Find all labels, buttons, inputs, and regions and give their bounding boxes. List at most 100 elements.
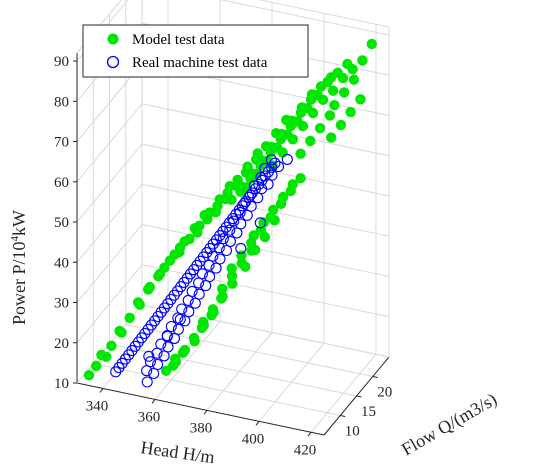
- real-machine-point: [235, 218, 247, 230]
- model-test-point: [160, 365, 172, 376]
- model-test-point: [206, 310, 217, 321]
- real-machine-point: [183, 306, 195, 318]
- x-tick-label: 20: [377, 385, 392, 401]
- q-gridline: [93, 363, 341, 416]
- model-test-point: [329, 100, 340, 111]
- real-machine-point: [259, 162, 271, 174]
- real-machine-point: [203, 259, 215, 271]
- model-test-point: [174, 242, 186, 253]
- model-test-point: [168, 360, 179, 371]
- real-machine-point: [272, 161, 285, 173]
- y-tick-label: 380: [190, 420, 213, 436]
- real-machine-point: [235, 242, 247, 254]
- model-test-point: [252, 148, 263, 159]
- model-test-point: [260, 141, 272, 152]
- y-tick-mark: [99, 388, 104, 393]
- real-machine-point: [204, 271, 216, 283]
- model-test-point: [153, 271, 164, 282]
- real-machine-series: [110, 153, 293, 388]
- model-test-point: [348, 74, 360, 85]
- model-test-point: [134, 299, 145, 310]
- model-test-point: [269, 215, 280, 226]
- real-machine-point: [161, 330, 173, 342]
- model-test-point: [189, 223, 200, 234]
- real-machine-point: [158, 350, 170, 362]
- model-test-point: [355, 94, 366, 105]
- p-gridline: [141, 143, 390, 197]
- real-machine-point: [224, 235, 236, 247]
- real-machine-point: [162, 341, 174, 353]
- model-test-point: [226, 263, 237, 274]
- model-test-point: [271, 128, 282, 139]
- model-test-point: [295, 173, 306, 184]
- real-machine-point: [210, 262, 222, 274]
- model-test-point: [232, 174, 243, 185]
- z-tick-label: 60: [54, 175, 69, 191]
- z-axis-label: Power P/104kW: [9, 210, 29, 325]
- model-test-series: [83, 38, 377, 381]
- z-tick-label: 10: [54, 376, 69, 392]
- model-test-point: [326, 72, 337, 83]
- model-test-point: [177, 347, 189, 358]
- real-machine-point: [143, 350, 155, 362]
- x-tick-label: 10: [345, 424, 360, 440]
- real-machine-point: [141, 365, 153, 377]
- y-tick-label: 340: [86, 398, 109, 414]
- real-machine-point: [174, 313, 186, 325]
- model-test-point: [305, 135, 316, 147]
- z-tick-label: 70: [54, 135, 69, 151]
- legend: Model test data Real machine test data: [82, 24, 309, 78]
- real-machine-point: [214, 253, 226, 265]
- z-tick-label: 30: [54, 296, 69, 312]
- model-test-point: [240, 261, 251, 272]
- model-test-point: [91, 360, 102, 372]
- model-test-point: [338, 87, 350, 98]
- model-test-point: [314, 123, 326, 134]
- model-test-point: [124, 312, 135, 323]
- q-gridline: [125, 324, 373, 377]
- model-test-point: [342, 58, 353, 70]
- x-tick-label: 15: [361, 404, 376, 420]
- y-tick-label: 360: [138, 409, 161, 425]
- model-test-point: [116, 327, 127, 338]
- model-test-point: [227, 278, 238, 289]
- real-machine-point: [241, 209, 253, 221]
- model-test-point: [357, 55, 368, 66]
- real-machine-point: [110, 366, 122, 378]
- model-test-point: [106, 340, 117, 351]
- real-machine-point: [228, 215, 240, 227]
- legend-label-real: Real machine test data: [132, 55, 268, 71]
- real-machine-point: [207, 250, 219, 262]
- p-gridline: [141, 103, 390, 157]
- real-machine-point: [220, 244, 233, 257]
- real-machine-point: [148, 367, 160, 380]
- z-tick-label: 20: [54, 336, 69, 352]
- model-test-point: [366, 38, 377, 50]
- real-machine-point: [186, 285, 198, 297]
- model-test-point: [214, 194, 225, 205]
- legend-marker-model: [107, 33, 119, 45]
- z-tick-label: 50: [54, 215, 69, 231]
- p-gridline: [220, 0, 390, 36]
- model-test-point: [101, 351, 112, 362]
- real-machine-point: [231, 227, 243, 239]
- q-gridline: [109, 343, 357, 397]
- model-test-point: [315, 81, 327, 92]
- p-gridline: [141, 183, 390, 237]
- legend-marker-real: [106, 55, 120, 69]
- real-machine-point: [234, 207, 246, 219]
- model-test-point: [226, 270, 238, 282]
- model-test-point: [281, 114, 292, 126]
- real-machine-point: [255, 171, 267, 183]
- model-test-point: [335, 119, 347, 131]
- z-tick-label: 90: [54, 54, 69, 70]
- real-machine-point: [244, 189, 257, 201]
- real-machine-point: [200, 280, 212, 292]
- real-machine-point: [254, 217, 266, 229]
- model-test-point: [83, 370, 95, 381]
- model-test-point: [196, 322, 207, 334]
- z-tick-label: 80: [54, 94, 69, 110]
- real-machine-point: [193, 277, 205, 289]
- p-gridline: [141, 224, 390, 278]
